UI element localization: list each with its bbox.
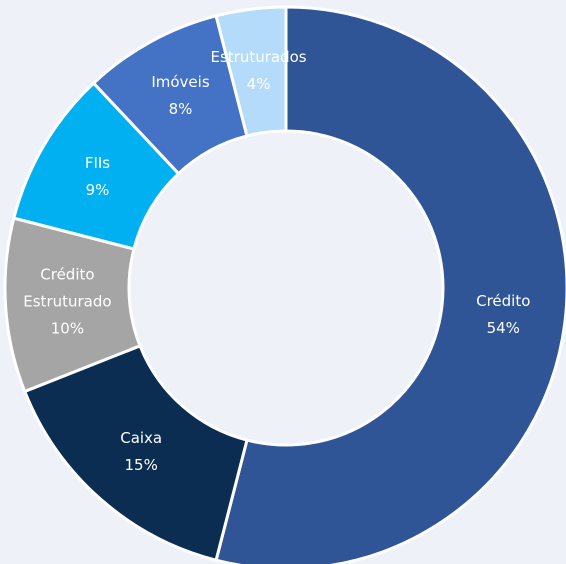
value-label: 10% <box>50 319 85 338</box>
donut-segment <box>214 5 288 138</box>
value-label: 15% <box>124 456 158 475</box>
segment-label: Crédito Estruturado 10% <box>11 261 123 342</box>
donut-segment <box>214 5 566 564</box>
value-label: 4% <box>246 74 271 93</box>
category-label: Caixa <box>120 429 163 448</box>
value-label: 9% <box>85 180 110 199</box>
value-label: 8% <box>168 100 193 119</box>
segment-label: FIIs 9% <box>85 150 110 204</box>
value-label: 54% <box>486 319 520 338</box>
segment-label: Estruturados 4% <box>210 44 306 98</box>
segment-label: Imóveis 8% <box>151 69 209 123</box>
segment-label: Caixa 15% <box>120 425 162 479</box>
category-label: FIIs <box>84 153 111 172</box>
segment-label: Crédito 54% <box>476 288 530 342</box>
category-label: Crédito Estruturado <box>23 265 112 311</box>
category-label: Imóveis <box>151 73 210 92</box>
category-label: Crédito <box>476 292 531 311</box>
category-label: Estruturados <box>210 47 307 66</box>
